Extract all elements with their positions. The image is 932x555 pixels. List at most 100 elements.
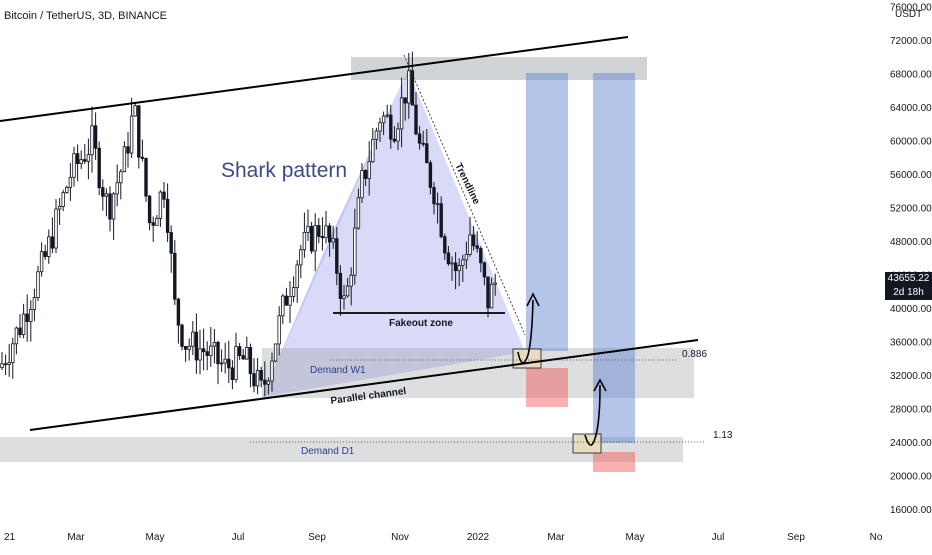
candle-body — [306, 225, 310, 233]
candle-body — [198, 348, 202, 361]
candle-body — [284, 295, 289, 306]
candle-body — [295, 264, 299, 288]
candle-body — [126, 146, 130, 154]
candle-body — [187, 345, 191, 350]
candle-body — [93, 125, 98, 149]
stop-box-2 — [593, 452, 635, 472]
candle-body — [281, 295, 285, 317]
candle-body — [252, 373, 256, 387]
time-axis[interactable]: 21 Mar May Jul Sep Nov 2022 Mar May Jul Sep No — [4, 532, 883, 543]
candle-body — [317, 225, 321, 237]
chart-title: Bitcoin / TetherUS, 3D, BINANCE — [4, 10, 168, 22]
y-tick-label: 72000.00 — [890, 36, 932, 47]
candle-body — [353, 227, 357, 276]
candle-body — [331, 238, 335, 243]
candle-body — [457, 265, 461, 272]
candle-body — [338, 272, 343, 299]
candle-body — [176, 298, 181, 326]
candle-body — [288, 295, 292, 306]
candle-body — [266, 380, 271, 385]
x-tick-label: Sep — [308, 532, 326, 543]
candle-body — [97, 147, 101, 188]
y-tick-label: 16000.00 — [890, 505, 932, 516]
candle-body — [327, 225, 332, 243]
y-tick-label: 56000.00 — [890, 170, 932, 181]
bounce-arrow-2 — [584, 384, 601, 446]
candle-body — [255, 370, 260, 387]
candle-body — [482, 262, 487, 278]
y-tick-label: 48000.00 — [890, 237, 932, 248]
candle-body — [259, 370, 263, 381]
candle-body — [374, 130, 379, 140]
x-tick-label: Nov — [391, 532, 409, 543]
candle-body — [486, 276, 490, 309]
candle-body — [115, 182, 119, 195]
upper-channel-line[interactable] — [0, 36, 629, 122]
x-tick-label: Sep — [787, 532, 805, 543]
y-tick-label: 36000.00 — [890, 338, 932, 349]
lower-channel-line[interactable] — [29, 339, 699, 431]
candle-body — [0, 363, 4, 369]
candle-body — [237, 346, 242, 356]
candle-body — [241, 355, 245, 360]
candle-body — [29, 309, 33, 322]
candle-body — [389, 114, 393, 140]
candle-body — [65, 186, 69, 194]
candle-body — [101, 187, 105, 197]
candle-body — [410, 70, 415, 106]
candle-body — [68, 176, 73, 188]
candle-body — [50, 236, 55, 249]
candle-body — [11, 343, 15, 363]
candle-body — [86, 154, 91, 162]
candle-body — [14, 327, 19, 345]
candle-body — [367, 161, 371, 179]
candle-body — [349, 274, 353, 287]
candle-body — [414, 104, 418, 135]
candle-body — [291, 287, 296, 297]
candle-body — [3, 363, 8, 366]
candle-body — [302, 231, 307, 251]
y-tick-label: 40000.00 — [890, 304, 932, 315]
candle-body — [439, 203, 443, 238]
fib-0886-label: 0.886 — [682, 349, 707, 360]
candle-body — [140, 156, 145, 159]
x-tick-label: Jul — [712, 532, 725, 543]
x-tick-label: 21 — [4, 532, 16, 543]
candle-body — [407, 70, 411, 104]
candle-body — [313, 225, 317, 252]
trendline[interactable] — [403, 54, 526, 336]
candle-body — [417, 133, 422, 144]
candle-body — [25, 313, 29, 322]
candle-body — [32, 297, 37, 310]
candle-body — [57, 205, 62, 210]
stop-box-1 — [526, 368, 568, 407]
x-tick-label: Mar — [547, 532, 565, 543]
candle-body — [403, 97, 407, 104]
last-price-tag: 43655.22 — [885, 272, 932, 286]
candle-body — [119, 171, 123, 184]
candle-body — [191, 331, 195, 347]
price-axis[interactable]: 76000.00 72000.00 68000.00 64000.00 60000.00… — [890, 3, 932, 517]
candle-body — [248, 347, 253, 375]
candle-body — [432, 187, 436, 205]
y-tick-label: 20000.00 — [890, 472, 932, 483]
candle-body — [75, 153, 80, 164]
y-tick-label: 68000.00 — [890, 70, 932, 81]
candle-body — [54, 208, 58, 249]
y-tick-label: 28000.00 — [890, 405, 932, 416]
candle-body — [61, 192, 65, 207]
candle-body — [7, 362, 11, 365]
candle-body — [219, 362, 224, 365]
candle-body — [18, 327, 22, 336]
candle-body — [396, 128, 400, 142]
fib-113-label: 1.13 — [713, 430, 733, 441]
candle-body — [43, 251, 47, 257]
candle-body — [72, 153, 76, 178]
y-tick-label: 24000.00 — [890, 438, 932, 449]
candle-body — [464, 253, 469, 261]
candle-body — [79, 159, 83, 164]
candle-body — [479, 247, 483, 264]
candle-body — [209, 345, 213, 356]
candle-body — [165, 198, 170, 233]
